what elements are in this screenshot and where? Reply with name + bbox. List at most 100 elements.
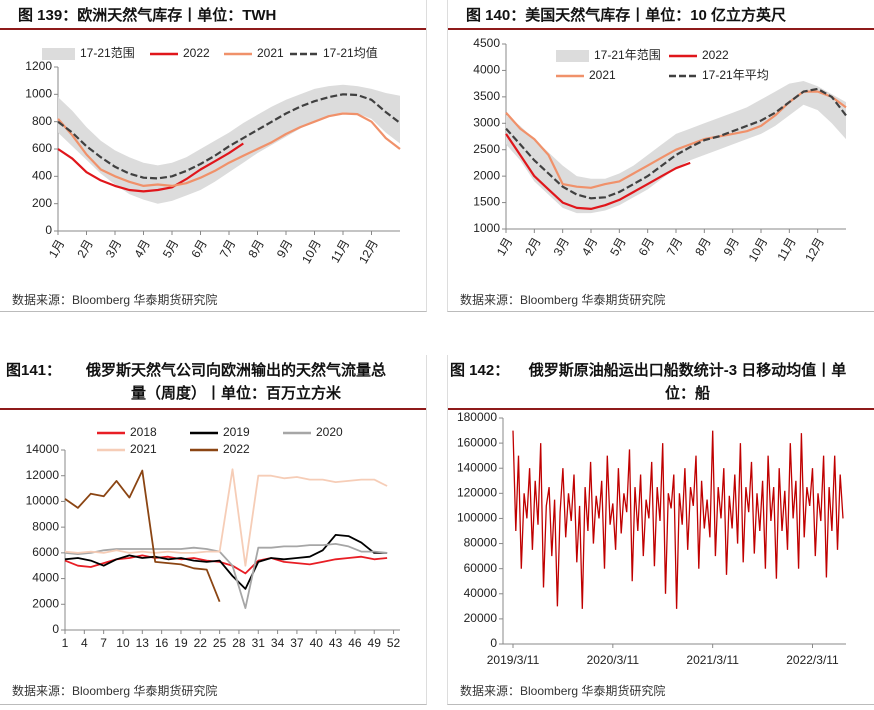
- x-tick-label: 52: [387, 636, 401, 650]
- x-tick-label: 2019/3/11: [487, 653, 540, 667]
- source: 数据来源：Bloomberg 华泰期货研究院: [460, 293, 666, 307]
- x-tick-label: 4月: [131, 237, 152, 260]
- source: 数据来源：Bloomberg 华泰期货研究院: [12, 684, 218, 698]
- x-tick-label: 10: [116, 636, 130, 650]
- figure-number: 图 140：: [466, 7, 526, 24]
- y-tick-label: 1200: [25, 59, 52, 73]
- x-tick-label: 11月: [328, 237, 352, 265]
- y-tick-label: 60000: [464, 561, 498, 575]
- chart-title: 俄罗斯天然气公司向欧洲输出的天然气流量总量（周度）丨单位：百万立方米: [86, 362, 387, 402]
- range-band: [58, 84, 400, 204]
- legend-label: 2019: [223, 425, 250, 439]
- y-tick-label: 800: [32, 114, 52, 128]
- x-tick-label: 5月: [607, 235, 628, 258]
- legend-label: 17-21均值: [323, 45, 378, 60]
- chart-header: 图141： 俄罗斯天然气公司向欧洲输出的天然气流量总量（周度）丨单位：百万立方米: [0, 355, 426, 410]
- x-tick-label: 2月: [74, 237, 95, 260]
- chart-title: 欧洲天然气库存丨单位：TWH: [77, 7, 277, 24]
- x-tick-label: 4: [81, 636, 88, 650]
- y-tick-label: 1000: [25, 87, 52, 101]
- x-tick-label: 8月: [245, 237, 266, 260]
- panel: 图 142： 俄罗斯原油船运出口船数统计-3 日移动均值丨单位：船 0 20000 4…: [447, 355, 874, 705]
- x-tick-label: 5月: [160, 237, 181, 260]
- source: 数据来源：Bloomberg 华泰期货研究院: [460, 684, 666, 698]
- legend-swatch: [556, 50, 589, 62]
- legend-label: 17-21年范围: [594, 48, 661, 62]
- figure-number: 图 139：: [18, 7, 78, 24]
- legend-label: 17-21年平均: [702, 68, 769, 82]
- y-tick-label: 12000: [26, 468, 60, 482]
- legend-label: 17-21范围: [80, 46, 135, 60]
- x-tick-label: 34: [271, 636, 285, 650]
- legend-label: 2020: [316, 425, 343, 439]
- y-tick-label: 0: [490, 636, 497, 650]
- x-tick-label: 2021/3/11: [686, 653, 739, 667]
- y-tick-label: 160000: [457, 435, 497, 449]
- x-tick-label: 7月: [217, 237, 238, 260]
- x-tick-label: 6月: [636, 235, 657, 258]
- series-line: [64, 468, 388, 567]
- series-line: [64, 543, 388, 609]
- y-tick-label: 200: [32, 196, 52, 210]
- chart: 0 2000 4000 6000 8000 10000 12000 14000 1 4 7 10 13 1…: [26, 425, 401, 650]
- figure-number: 图 142：: [450, 362, 510, 379]
- series-line: [505, 133, 691, 210]
- chart: 0 20000 40000 60000 80000 100000 120000 140000 1…: [457, 412, 846, 667]
- y-tick-label: 10000: [26, 494, 60, 508]
- legend-swatch: [42, 48, 75, 60]
- x-tick-label: 2022/3/11: [786, 653, 839, 667]
- x-tick-label: 43: [329, 636, 343, 650]
- x-tick-label: 2月: [522, 235, 543, 258]
- x-tick-label: 25: [213, 636, 227, 650]
- y-tick-label: 6000: [32, 545, 59, 559]
- chart-header: 图 142： 俄罗斯原油船运出口船数统计-3 日移动均值丨单位：船: [448, 355, 874, 410]
- x-tick-label: 28: [232, 636, 246, 650]
- chart-header: 图 140： 美国天然气库存丨单位：10 亿立方英尺: [448, 0, 874, 30]
- y-tick-label: 0: [45, 223, 52, 237]
- chart: 1000 1500 2000 2500 3000 3500 4000 4500 1月 2月 3月 4月…: [473, 36, 847, 264]
- x-tick-label: 9月: [274, 237, 295, 260]
- y-tick-label: 4000: [473, 63, 500, 77]
- x-tick-label: 12月: [802, 235, 827, 264]
- series-line: [57, 93, 401, 180]
- y-tick-label: 20000: [464, 611, 498, 625]
- y-tick-label: 1500: [473, 195, 500, 209]
- x-tick-label: 22: [194, 636, 208, 650]
- y-tick-label: 2000: [32, 596, 59, 610]
- y-tick-label: 2500: [473, 142, 500, 156]
- y-tick-label: 1000: [473, 221, 500, 235]
- legend-label: 2021: [130, 442, 157, 456]
- x-tick-label: 10月: [299, 237, 324, 266]
- x-tick-label: 11月: [774, 235, 798, 263]
- range-band: [506, 81, 846, 214]
- y-tick-label: 140000: [457, 460, 497, 474]
- chart-title: 俄罗斯原油船运出口船数统计-3 日移动均值丨单位：船: [528, 362, 847, 402]
- x-tick-label: 19: [174, 636, 188, 650]
- y-tick-label: 0: [52, 622, 59, 636]
- legend-label: 2021: [257, 46, 284, 60]
- y-tick-label: 4000: [32, 571, 59, 585]
- x-tick-label: 16: [155, 636, 169, 650]
- legend-label: 2018: [130, 425, 157, 439]
- x-tick-label: 3月: [103, 237, 124, 260]
- y-tick-label: 120000: [457, 486, 497, 500]
- source: 数据来源：Bloomberg 华泰期货研究院: [12, 293, 218, 307]
- y-tick-label: 600: [32, 141, 52, 155]
- y-tick-label: 180000: [457, 412, 497, 424]
- series-line: [505, 87, 847, 200]
- x-tick-label: 1月: [46, 237, 67, 260]
- x-tick-label: 13: [136, 636, 150, 650]
- x-tick-label: 46: [348, 636, 362, 650]
- x-tick-label: 6月: [188, 237, 209, 260]
- x-tick-label: 3月: [551, 235, 572, 258]
- x-tick-label: 9月: [721, 235, 742, 258]
- series-line: [57, 112, 401, 187]
- x-tick-label: 49: [368, 636, 382, 650]
- y-tick-label: 3000: [473, 115, 500, 129]
- y-tick-label: 8000: [32, 519, 59, 533]
- x-tick-label: 12月: [356, 237, 381, 266]
- y-tick-label: 400: [32, 169, 52, 183]
- legend-label: 2022: [223, 442, 250, 456]
